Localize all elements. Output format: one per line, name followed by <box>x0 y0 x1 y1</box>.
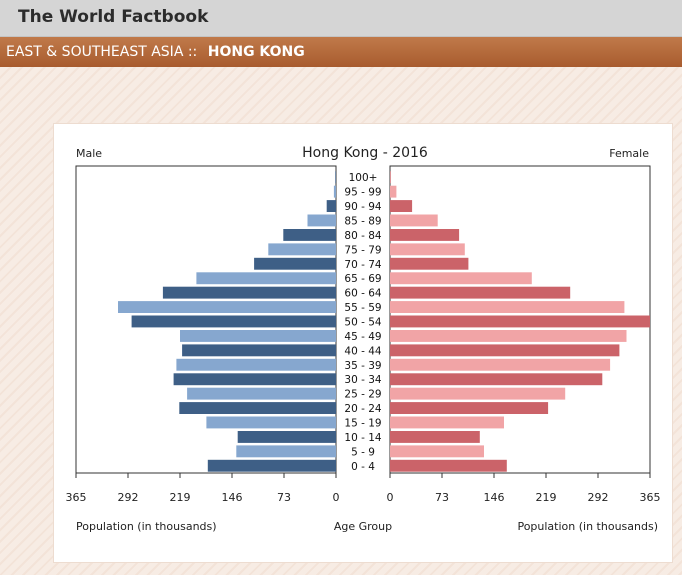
female-bar <box>390 387 566 400</box>
age-group-label: 5 - 9 <box>351 446 375 458</box>
age-group-label: 25 - 29 <box>344 389 381 401</box>
male-bar <box>173 373 336 386</box>
female-bar <box>390 373 603 386</box>
region-breadcrumb: EAST & SOUTHEAST ASIA :: HONG KONG <box>0 37 682 67</box>
age-group-label: 75 - 79 <box>344 244 381 256</box>
male-bar <box>196 272 336 285</box>
age-group-label: 0 - 4 <box>351 461 375 473</box>
x-tick-label: 365 <box>640 491 661 504</box>
region-link[interactable]: EAST & SOUTHEAST ASIA :: <box>6 44 198 60</box>
male-bar <box>268 243 336 256</box>
female-bar <box>390 243 465 256</box>
female-bar <box>390 416 504 429</box>
population-pyramid-chart: Hong Kong - 2016 Male Female 0 - 4 5 - 9 1… <box>66 145 661 533</box>
x-tick-label: 292 <box>588 491 609 504</box>
male-bar <box>118 301 336 313</box>
female-bar <box>390 200 413 212</box>
age-group-label: 55 - 59 <box>344 302 381 314</box>
female-bar <box>390 185 397 198</box>
female-bar <box>390 459 507 472</box>
x-tick-label: 219 <box>170 491 191 504</box>
male-bar <box>333 185 336 198</box>
male-bar <box>307 214 336 227</box>
male-bar <box>131 315 336 328</box>
age-group-label: 85 - 89 <box>344 216 381 228</box>
age-group-label: 90 - 94 <box>344 201 382 213</box>
female-bar <box>390 315 650 328</box>
female-bar <box>390 171 391 184</box>
male-bar <box>254 257 336 270</box>
site-title[interactable]: The World Factbook <box>18 7 209 27</box>
age-group-label: 65 - 69 <box>344 273 381 285</box>
age-group-label: 35 - 39 <box>344 360 381 372</box>
age-group-label: 95 - 99 <box>344 187 381 199</box>
female-bar <box>390 344 620 357</box>
male-bar <box>207 459 336 472</box>
male-bar <box>187 387 336 400</box>
male-bar <box>179 402 336 414</box>
age-group-label: 80 - 84 <box>344 230 382 242</box>
age-group-label: 100+ <box>349 172 378 184</box>
chart-title: Hong Kong - 2016 <box>302 145 428 161</box>
age-group-label: 70 - 74 <box>344 259 382 271</box>
x-tick-label: 292 <box>118 491 139 504</box>
female-bar <box>390 214 438 227</box>
female-bar <box>390 301 625 313</box>
population-pyramid-card: Hong Kong - 2016 Male Female 0 - 4 5 - 9 1… <box>54 124 672 562</box>
male-label: Male <box>76 147 102 160</box>
age-group-label: 45 - 49 <box>344 331 381 343</box>
x-tick-label: 219 <box>536 491 557 504</box>
female-bar <box>390 445 484 458</box>
male-bar <box>237 431 336 443</box>
top-bar: The World Factbook <box>0 0 682 37</box>
x-tick-label: 73 <box>435 491 449 504</box>
female-bar <box>390 229 460 241</box>
female-bar <box>390 257 469 270</box>
female-label: Female <box>609 147 649 160</box>
female-bar <box>390 358 611 371</box>
x-tick-label: 146 <box>222 491 243 504</box>
female-bar <box>390 330 627 342</box>
female-bar <box>390 402 549 414</box>
x-tick-label: 0 <box>387 491 394 504</box>
x-tick-label: 146 <box>484 491 505 504</box>
female-bar <box>390 286 571 299</box>
country-name: HONG KONG <box>207 44 305 60</box>
x-tick-label: 365 <box>66 491 87 504</box>
age-group-label: 60 - 64 <box>344 288 382 300</box>
male-bar <box>180 330 336 342</box>
age-group-label: 15 - 19 <box>344 418 381 430</box>
age-group-label: 30 - 34 <box>344 374 382 386</box>
age-group-label: 40 - 44 <box>344 345 382 357</box>
age-group-label: 50 - 54 <box>344 317 382 329</box>
female-bar <box>390 272 532 285</box>
male-bar <box>182 344 336 357</box>
x-tick-label: 0 <box>333 491 340 504</box>
male-bar <box>162 286 336 299</box>
male-bar <box>206 416 336 429</box>
male-bar <box>176 358 336 371</box>
age-group-label: 10 - 14 <box>344 432 382 444</box>
male-bar <box>283 229 336 241</box>
age-group-label: 20 - 24 <box>344 403 382 415</box>
male-bar <box>236 445 336 458</box>
x-axis-label-right: Population (in thousands) <box>517 520 658 533</box>
male-bar <box>326 200 336 212</box>
male-bar <box>335 171 336 184</box>
x-axis-label-left: Population (in thousands) <box>76 520 217 533</box>
x-tick-label: 73 <box>277 491 291 504</box>
female-bar <box>390 431 480 443</box>
x-axis-label-center: Age Group <box>334 520 392 533</box>
